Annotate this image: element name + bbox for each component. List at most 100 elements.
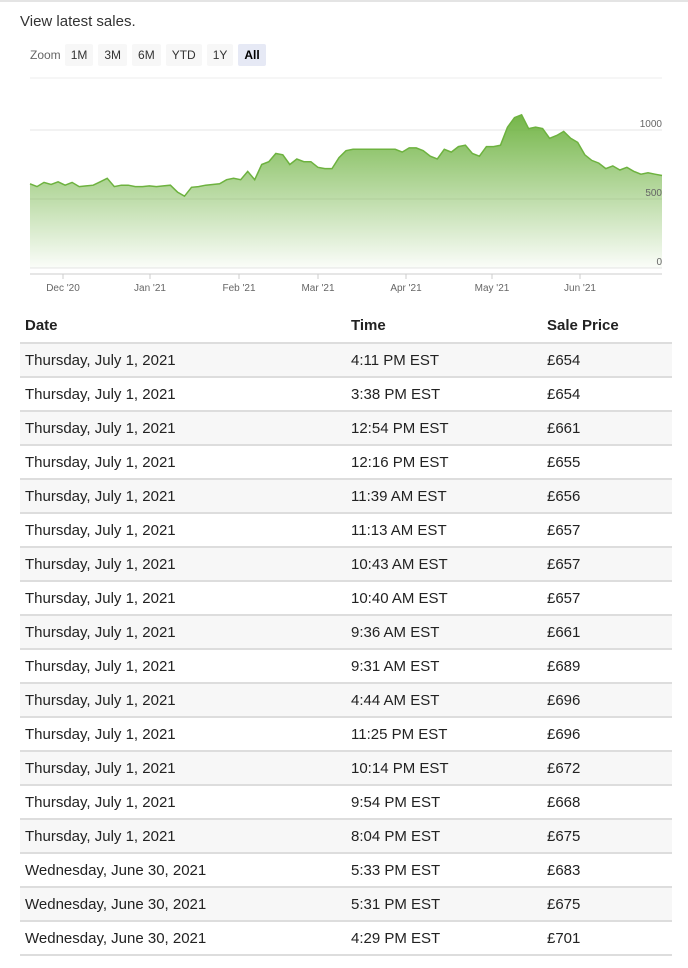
- table-row: Thursday, July 1, 2021 11:25 PM EST £696: [20, 717, 672, 752]
- sale-time-cell: 9:36 AM EST: [346, 615, 542, 650]
- sale-time-cell: 5:33 PM EST: [346, 853, 542, 888]
- sale-time-cell: 12:54 PM EST: [346, 411, 542, 446]
- table-row: Thursday, July 1, 2021 10:40 AM EST £657: [20, 581, 672, 616]
- sale-price-cell: £657: [542, 547, 672, 582]
- sale-date-cell: Thursday, July 1, 2021: [20, 615, 346, 650]
- sale-time-cell: 10:43 AM EST: [346, 547, 542, 582]
- sale-time-cell: 12:16 PM EST: [346, 445, 542, 480]
- sale-time-cell: 4:29 PM EST: [346, 921, 542, 956]
- zoom-1m-button[interactable]: 1M: [64, 44, 94, 66]
- sale-time-cell: 9:31 AM EST: [346, 649, 542, 684]
- sale-date-cell: Thursday, July 1, 2021: [20, 649, 346, 684]
- table-row: Thursday, July 1, 2021 9:36 AM EST £661: [20, 615, 672, 650]
- table-row: Wednesday, June 30, 2021 5:31 PM EST £675: [20, 887, 672, 922]
- sale-price-cell: £696: [542, 683, 672, 718]
- sale-price-cell: £675: [542, 819, 672, 854]
- sale-time-cell: 4:44 AM EST: [346, 683, 542, 718]
- table-row: Thursday, July 1, 2021 11:39 AM EST £656: [20, 479, 672, 514]
- table-row: Thursday, July 1, 2021 9:54 PM EST £668: [20, 785, 672, 820]
- y-tick-label: 500: [645, 188, 662, 199]
- table-row: Thursday, July 1, 2021 8:04 PM EST £675: [20, 819, 672, 854]
- top-divider: [0, 0, 688, 2]
- sale-time-cell: 9:54 PM EST: [346, 785, 542, 820]
- sale-date-cell: Thursday, July 1, 2021: [20, 479, 346, 514]
- column-header-date[interactable]: Date: [20, 308, 346, 344]
- sale-price-cell: £672: [542, 751, 672, 786]
- sale-time-cell: 5:31 PM EST: [346, 887, 542, 922]
- sale-date-cell: Thursday, July 1, 2021: [20, 819, 346, 854]
- x-tick-label: Mar '21: [301, 283, 334, 294]
- zoom-label: Zoom: [30, 48, 61, 62]
- sale-date-cell: Thursday, July 1, 2021: [20, 683, 346, 718]
- sale-date-cell: Wednesday, June 30, 2021: [20, 853, 346, 888]
- table-row: Wednesday, June 30, 2021 4:29 PM EST £701: [20, 921, 672, 956]
- sale-price-cell: £656: [542, 479, 672, 514]
- sale-date-cell: Thursday, July 1, 2021: [20, 377, 346, 412]
- sale-price-cell: £655: [542, 445, 672, 480]
- x-tick-label: Dec '20: [46, 283, 80, 294]
- sales-line: [29, 113, 663, 198]
- x-tick-label: Jun '21: [564, 283, 596, 294]
- sale-price-cell: £654: [542, 343, 672, 378]
- sale-date-cell: Thursday, July 1, 2021: [20, 411, 346, 446]
- table-header-row: Date Time Sale Price: [20, 308, 672, 344]
- sale-date-cell: Thursday, July 1, 2021: [20, 785, 346, 820]
- zoom-all-button[interactable]: All: [238, 44, 266, 66]
- sale-date-cell: Thursday, July 1, 2021: [20, 751, 346, 786]
- x-tick-label: May '21: [475, 283, 510, 294]
- sale-price-cell: £683: [542, 853, 672, 888]
- table-row: Thursday, July 1, 2021 12:16 PM EST £655: [20, 445, 672, 480]
- sale-date-cell: Thursday, July 1, 2021: [20, 445, 346, 480]
- sale-time-cell: 4:11 PM EST: [346, 343, 542, 378]
- sale-time-cell: 3:38 PM EST: [346, 377, 542, 412]
- table-row: Thursday, July 1, 2021 3:38 PM EST £654: [20, 377, 672, 412]
- sale-date-cell: Thursday, July 1, 2021: [20, 343, 346, 378]
- x-tick-label: Feb '21: [222, 283, 255, 294]
- x-tick-label: Jan '21: [134, 283, 166, 294]
- column-header-sale-price[interactable]: Sale Price: [542, 308, 672, 344]
- sale-time-cell: 8:04 PM EST: [346, 819, 542, 854]
- sale-price-cell: £657: [542, 581, 672, 616]
- sale-time-cell: 11:25 PM EST: [346, 717, 542, 752]
- sale-date-cell: Wednesday, June 30, 2021: [20, 887, 346, 922]
- table-row: Wednesday, June 30, 2021 5:33 PM EST £683: [20, 853, 672, 888]
- y-tick-label: 0: [656, 257, 662, 268]
- column-header-time[interactable]: Time: [346, 308, 542, 344]
- sale-date-cell: Thursday, July 1, 2021: [20, 717, 346, 752]
- sale-price-cell: £654: [542, 377, 672, 412]
- sale-date-cell: Thursday, July 1, 2021: [20, 513, 346, 548]
- section-subtitle: View latest sales.: [20, 13, 136, 30]
- zoom-1y-button[interactable]: 1Y: [206, 44, 234, 66]
- sale-price-cell: £689: [542, 649, 672, 684]
- sale-time-cell: 11:13 AM EST: [346, 513, 542, 548]
- sale-time-cell: 11:39 AM EST: [346, 479, 542, 514]
- zoom-6m-button[interactable]: 6M: [132, 44, 161, 66]
- sale-time-cell: 10:14 PM EST: [346, 751, 542, 786]
- sale-price-cell: £701: [542, 921, 672, 956]
- sale-date-cell: Thursday, July 1, 2021: [20, 581, 346, 616]
- zoom-3m-button[interactable]: 3M: [98, 44, 128, 66]
- sale-price-cell: £668: [542, 785, 672, 820]
- sale-price-cell: £661: [542, 615, 672, 650]
- sales-area: [30, 114, 662, 268]
- sale-price-cell: £675: [542, 887, 672, 922]
- sale-price-cell: £657: [542, 513, 672, 548]
- table-row: Thursday, July 1, 2021 4:11 PM EST £654: [20, 343, 672, 378]
- x-tick-label: Apr '21: [390, 283, 422, 294]
- table-row: Thursday, July 1, 2021 12:54 PM EST £661: [20, 411, 672, 446]
- y-tick-label: 1000: [640, 119, 663, 130]
- sale-date-cell: Wednesday, June 30, 2021: [20, 921, 346, 956]
- sale-price-cell: £661: [542, 411, 672, 446]
- table-row: Thursday, July 1, 2021 10:14 PM EST £672: [20, 751, 672, 786]
- table-row: Thursday, July 1, 2021 4:44 AM EST £696: [20, 683, 672, 718]
- sale-price-cell: £696: [542, 717, 672, 752]
- table-row: Thursday, July 1, 2021 10:43 AM EST £657: [20, 547, 672, 582]
- sale-date-cell: Thursday, July 1, 2021: [20, 547, 346, 582]
- zoom-toolbar: Zoom 1M 3M 6M YTD 1Y All: [30, 44, 271, 66]
- table-row: Thursday, July 1, 2021 11:13 AM EST £657: [20, 513, 672, 548]
- zoom-ytd-button[interactable]: YTD: [165, 44, 202, 66]
- sale-time-cell: 10:40 AM EST: [346, 581, 542, 616]
- sales-table: Date Time Sale Price Thursday, July 1, 2…: [20, 308, 672, 956]
- table-row: Thursday, July 1, 2021 9:31 AM EST £689: [20, 649, 672, 684]
- sales-price-chart[interactable]: 0 500 1000 Dec '20 Jan '21 Feb '21 Mar '21 Apr …: [0, 70, 688, 302]
